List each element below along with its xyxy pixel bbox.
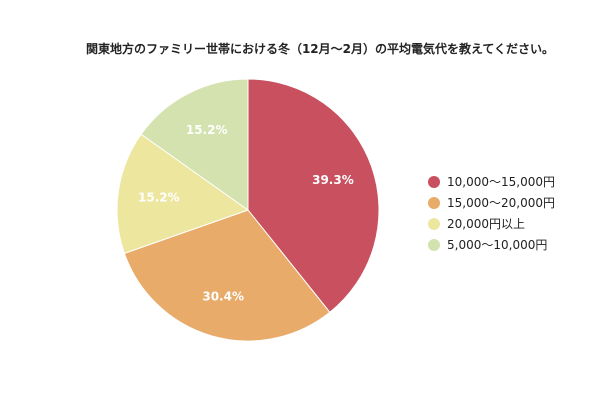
legend-item-1: 10,000〜15,000円: [428, 171, 555, 192]
slice-label-2: 30.4%: [202, 290, 244, 304]
pie-slice-2: [123, 209, 331, 342]
legend-label-4: 5,000〜10,000円: [447, 238, 548, 252]
legend-label-3: 20,000円以上: [447, 217, 525, 231]
pie-slice-4: [140, 78, 249, 211]
legend-swatch-2: [428, 196, 440, 209]
legend-swatch-4: [428, 238, 440, 251]
legend-swatch-1: [428, 175, 440, 188]
legend-item-3: 20,000円以上: [428, 213, 555, 234]
chart-title: 関東地方のファミリー世帯における冬（12月〜2月）の平均電気代を教えてください。: [85, 42, 555, 56]
legend: 10,000〜15,000円 15,000〜20,000円 20,000円以上 5,0…: [428, 171, 555, 255]
legend-label-2: 15,000〜20,000円: [447, 196, 555, 210]
pie-slice-3: [116, 133, 250, 255]
legend-item-4: 5,000〜10,000円: [428, 234, 555, 255]
legend-label-1: 10,000〜15,000円: [447, 175, 555, 189]
slice-label-3: 15.2%: [138, 190, 180, 204]
legend-swatch-3: [428, 217, 440, 230]
pie-slice-1: [247, 78, 380, 313]
legend-item-2: 15,000〜20,000円: [428, 192, 555, 213]
slice-label-4: 15.2%: [186, 123, 228, 137]
slice-label-1: 39.3%: [312, 173, 354, 187]
